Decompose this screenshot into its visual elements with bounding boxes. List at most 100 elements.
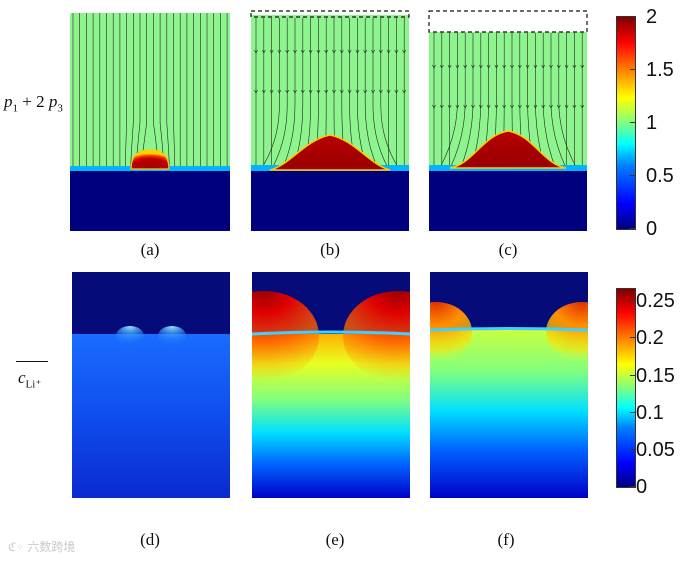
flow-arrow: [254, 49, 258, 54]
flow-arrow: [494, 104, 499, 109]
streamline: [542, 33, 556, 169]
flow-arrow: [293, 49, 297, 54]
streamline: [271, 18, 288, 169]
flow-arrow: [324, 49, 329, 54]
flow-arrow: [308, 89, 313, 94]
streamline: [439, 33, 458, 169]
flow-arrow: [347, 49, 352, 54]
colorbar-bottom: [616, 288, 636, 488]
flow-arrow: [556, 64, 561, 69]
streamline: [372, 18, 389, 169]
flow-arrow: [478, 104, 483, 109]
panel-a: [70, 13, 230, 231]
cbar-bottom-tick-0-15: 0.15: [636, 365, 675, 387]
flow-arrow: [355, 49, 360, 54]
watermark-text: 六数跨境: [27, 540, 76, 554]
flow-arrow: [533, 64, 538, 69]
streamline: [380, 18, 399, 169]
flow-arrow: [580, 104, 585, 109]
flow-arrow: [447, 64, 452, 69]
streamline: [550, 33, 567, 169]
flow-arrow: [347, 89, 352, 94]
flow-arrow: [502, 64, 507, 69]
flow-arrow: [378, 89, 383, 94]
panel-c: [428, 10, 588, 231]
flow-arrow: [572, 104, 577, 109]
watermark-logo: ℭ◦: [8, 540, 24, 554]
cbar-bottom-tick-0-25: 0.25: [636, 290, 675, 312]
streamline: [173, 13, 176, 168]
flow-arrow: [494, 64, 499, 69]
flow-arrow: [510, 64, 514, 69]
flow-arrow: [269, 89, 274, 94]
flow-arrow: [285, 49, 290, 54]
flow-arrow: [324, 89, 329, 94]
flow-arrow: [447, 104, 452, 109]
cbar-top-tick-0-5: 0.5: [646, 165, 674, 187]
overline-bar: [16, 361, 48, 362]
flow-arrow: [339, 89, 344, 94]
cbar-top-tick-1-5: 1.5: [646, 59, 674, 81]
flow-arrow: [517, 64, 522, 69]
flow-arrow: [332, 49, 336, 54]
row-label-bottom: cLi⁺: [18, 368, 42, 391]
flow-arrow: [533, 104, 538, 109]
flow-arrow: [471, 64, 475, 69]
flow-arrow: [541, 104, 546, 109]
flow-arrow: [486, 104, 491, 109]
watermark: ℭ◦ 六数跨境: [8, 538, 75, 555]
streamline: [449, 33, 466, 169]
flow-arrow: [339, 49, 344, 54]
flow-arrow: [564, 64, 569, 69]
caption-b: (b): [320, 240, 340, 259]
flow-arrow: [277, 89, 282, 94]
caption-f: (f): [497, 530, 515, 549]
cbar-bottom-tick-0-2: 0.2: [636, 327, 664, 349]
streamline: [460, 33, 474, 169]
panel-e: [252, 272, 410, 498]
flow-arrow: [261, 49, 266, 54]
panel-d: [72, 272, 230, 498]
panel-e-plot: [252, 272, 410, 498]
flow-arrow: [371, 89, 375, 94]
flow-arrow: [402, 49, 407, 54]
streamline: [166, 13, 170, 168]
flow-arrow: [402, 89, 407, 94]
flow-arrow: [371, 49, 375, 54]
flow-arrow: [432, 104, 436, 109]
panel-f-plot: [430, 272, 588, 498]
streamline: [130, 13, 134, 168]
colorbar-top: [616, 16, 636, 230]
flow-arrow: [316, 89, 321, 94]
flow-arrow: [300, 89, 305, 94]
cbar-top-tick-2: 2: [646, 6, 658, 28]
panel-b: [250, 10, 410, 231]
panel-f: [430, 272, 588, 498]
flow-arrow: [549, 64, 553, 69]
flow-arrow: [332, 89, 336, 94]
panel-a-plot: [70, 13, 230, 231]
flow-arrow: [549, 104, 553, 109]
flow-arrow: [455, 64, 460, 69]
flow-arrow: [564, 104, 569, 109]
flow-arrow: [261, 89, 266, 94]
flow-arrow: [308, 49, 313, 54]
caption-a: (a): [140, 240, 160, 259]
flow-arrow: [471, 104, 475, 109]
cbar-top-tick-0: 0: [646, 218, 658, 240]
flow-arrow: [525, 104, 530, 109]
flow-arrow: [455, 104, 460, 109]
flow-arrow: [300, 49, 305, 54]
flow-arrow: [478, 64, 483, 69]
caption-d: (d): [140, 530, 160, 549]
flow-arrow: [386, 49, 391, 54]
cbar-bottom-tick-0: 0: [636, 476, 648, 498]
flow-arrow: [277, 49, 282, 54]
panel-b-plot: [250, 10, 410, 231]
flow-arrow: [355, 89, 360, 94]
caption-c: (c): [498, 240, 518, 259]
flow-arrow: [517, 104, 522, 109]
flow-arrow: [363, 49, 368, 54]
streamline: [261, 18, 280, 169]
flow-arrow: [463, 104, 468, 109]
